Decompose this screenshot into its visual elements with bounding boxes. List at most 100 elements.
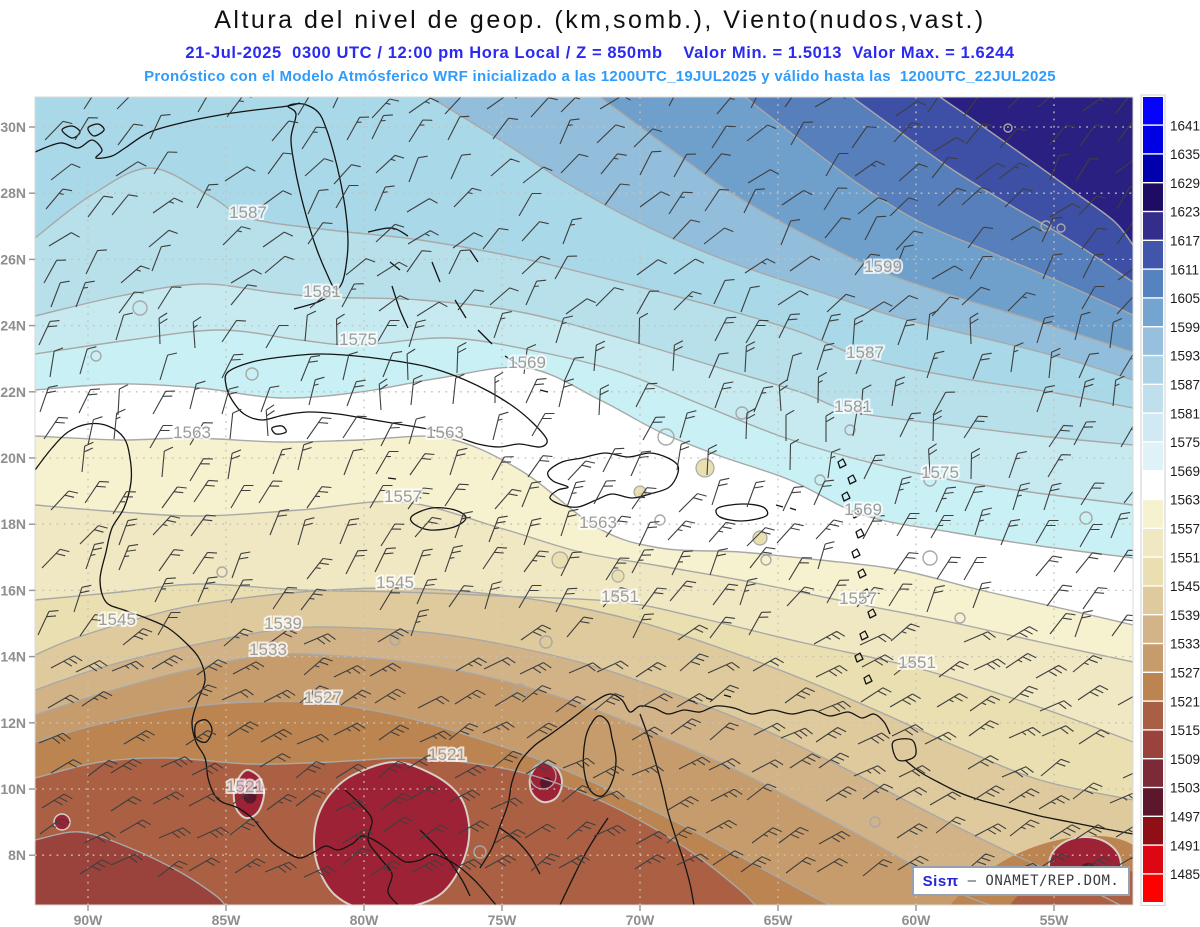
contour-label: 1581 xyxy=(834,397,872,416)
colorbar-tick-label: 1593 xyxy=(1170,349,1200,364)
colorbar-tick-label: 1539 xyxy=(1170,608,1200,623)
lat-tick-label: 24N xyxy=(0,318,26,334)
contour-label: 1551 xyxy=(898,653,936,672)
colorbar-segment xyxy=(1143,327,1163,355)
colorbar-tick-label: 1617 xyxy=(1170,234,1200,249)
contour-label: 1569 xyxy=(508,353,546,372)
contour-label: 1563 xyxy=(173,423,211,442)
contour-fill-bands xyxy=(35,97,1133,905)
colorbar-segment xyxy=(1143,644,1163,672)
colorbar-segment xyxy=(1143,788,1163,816)
colorbar-tick-label: 1551 xyxy=(1170,550,1200,565)
colorbar-tick-label: 1509 xyxy=(1170,752,1200,767)
contour-label: 1545 xyxy=(376,573,414,592)
contour-label: 1551 xyxy=(601,587,639,606)
colorbar-tick-label: 1581 xyxy=(1170,406,1200,421)
colorbar-tick-label: 1587 xyxy=(1170,378,1200,393)
watermark-text: – ONAMET/REP.DOM. xyxy=(958,873,1120,889)
colorbar-segment xyxy=(1143,385,1163,413)
lat-tick-label: 10N xyxy=(0,781,26,797)
watermark-badge: Sisπ – ONAMET/REP.DOM. xyxy=(912,866,1130,896)
map-plot-area: 1587 1599 1587 1581 1581 1575 1575 1569 1569 1563… xyxy=(35,97,1133,905)
contour-label: 1587 xyxy=(229,203,267,222)
lat-tick-label: 30N xyxy=(0,119,26,135)
colorbar-segment xyxy=(1143,730,1163,758)
colorbar-tick-label: 1599 xyxy=(1170,320,1200,335)
colorbar-tick-label: 1629 xyxy=(1170,176,1200,191)
contour-label: 1539 xyxy=(264,614,302,633)
colorbar-tick-label: 1623 xyxy=(1170,205,1200,220)
lat-tick-label: 8N xyxy=(8,847,26,863)
contour-label: 1569 xyxy=(844,500,882,519)
lat-tick-label: 14N xyxy=(0,649,26,665)
lat-tick-label: 22N xyxy=(0,384,26,400)
contour-label: 1527 xyxy=(304,688,342,707)
colorbar-tick-label: 1635 xyxy=(1170,147,1200,162)
colorbar-tick-label: 1485 xyxy=(1170,867,1200,882)
colorbar-segment xyxy=(1143,183,1163,211)
colorbar-segment xyxy=(1143,817,1163,845)
colorbar-tick-label: 1605 xyxy=(1170,291,1200,306)
contour-label: 1533 xyxy=(249,640,287,659)
colorbar: 1641 1635 1629 1623 1617 1611 1605 1599 1593 1587… xyxy=(1140,94,1200,906)
contour-label: 1581 xyxy=(303,282,341,301)
lon-tick-label: 60W xyxy=(902,912,932,927)
colorbar-segment xyxy=(1143,269,1163,298)
colorbar-segment xyxy=(1143,241,1163,269)
contour-label: 1545 xyxy=(98,610,136,629)
lat-tick-label: 20N xyxy=(0,450,26,466)
lat-tick-label: 12N xyxy=(0,715,26,731)
watermark-brand: Sisπ xyxy=(922,872,959,890)
colorbar-segment xyxy=(1143,356,1163,384)
colorbar-segment xyxy=(1143,673,1163,701)
colorbar-tick-label: 1545 xyxy=(1170,579,1200,594)
colorbar-segment xyxy=(1143,586,1163,614)
lon-tick-label: 80W xyxy=(350,912,380,927)
lat-tick-label: 28N xyxy=(0,185,26,201)
colorbar-segment xyxy=(1143,154,1163,182)
contour-label: 1575 xyxy=(339,330,377,349)
wind-barbs xyxy=(37,97,1133,878)
contour-label: 1575 xyxy=(921,463,959,482)
lat-tick-label: 26N xyxy=(0,251,26,267)
colorbar-tick-label: 1515 xyxy=(1170,723,1200,738)
colorbar-segment xyxy=(1143,413,1163,442)
colorbar-segment xyxy=(1143,298,1163,326)
lon-tick-label: 90W xyxy=(74,912,104,927)
model-info-line: Pronóstico con el Modelo Atmósferico WRF… xyxy=(144,68,1056,85)
lat-tick-label: 16N xyxy=(0,582,26,598)
lon-tick-label: 70W xyxy=(626,912,656,927)
colorbar-tick-label: 1527 xyxy=(1170,666,1200,681)
colorbar-segment xyxy=(1143,125,1163,154)
colorbar-segment xyxy=(1143,557,1163,586)
colorbar-tick-label: 1611 xyxy=(1170,262,1199,277)
colorbar-segment xyxy=(1143,500,1163,528)
colorbar-segment xyxy=(1143,442,1163,470)
lon-tick-label: 75W xyxy=(488,912,518,927)
contour-label: 1563 xyxy=(579,513,617,532)
colorbar-segment xyxy=(1143,615,1163,643)
lon-tick-label: 85W xyxy=(212,912,242,927)
colorbar-tick-label: 1641 xyxy=(1170,118,1200,133)
contour-lines xyxy=(35,97,1133,905)
colorbar-tick-label: 1569 xyxy=(1170,464,1200,479)
colorbar-tick-label: 1491 xyxy=(1170,838,1200,853)
contour-label: 1521 xyxy=(428,745,466,764)
contour-label: 1563 xyxy=(426,423,464,442)
contour-label: 1557 xyxy=(839,589,877,608)
contour-label: 1557 xyxy=(384,487,422,506)
colorbar-tick-label: 1503 xyxy=(1170,781,1200,796)
colorbar-tick-label: 1563 xyxy=(1170,493,1200,508)
colorbar-segment xyxy=(1143,759,1163,787)
contour-label: 1521 xyxy=(226,777,264,796)
contour-labels: 1587 1599 1587 1581 1581 1575 1575 1569 1569 1563… xyxy=(96,201,961,798)
colorbar-tick-label: 1575 xyxy=(1170,435,1200,450)
colorbar-segment xyxy=(1143,97,1163,125)
colorbar-tick-label: 1533 xyxy=(1170,637,1200,652)
lon-tick-label: 55W xyxy=(1040,912,1070,927)
colorbar-tick-label: 1521 xyxy=(1170,694,1200,709)
colorbar-segment xyxy=(1143,212,1163,240)
colorbar-tick-label: 1497 xyxy=(1170,810,1200,825)
